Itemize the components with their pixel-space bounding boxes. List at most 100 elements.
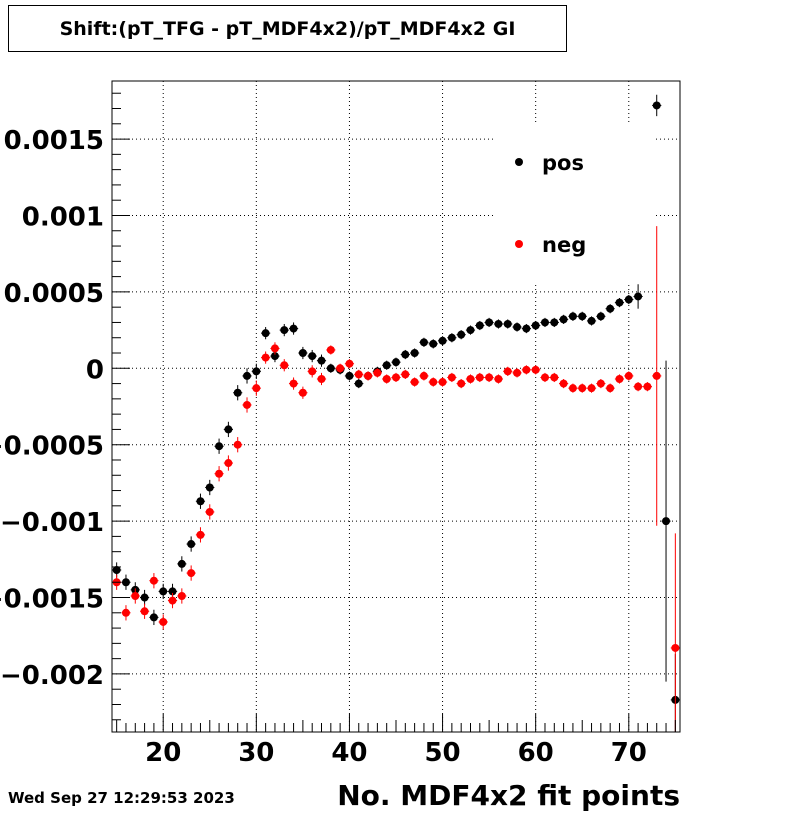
chart-title: Shift:(pT_TFG - pT_MDF4x2)/pT_MDF4x2 GI <box>8 5 567 52</box>
neg-point <box>298 388 307 397</box>
neg-point <box>159 617 168 626</box>
legend-marker-pos <box>515 158 523 166</box>
pos-point <box>112 566 121 575</box>
neg-point <box>382 374 391 383</box>
neg-point <box>410 378 419 387</box>
pos-point <box>485 318 494 327</box>
tick-labels: 20 30 40 50 60 70 0.0015 0.001 0.0005 0 −0.0005 −0.… <box>0 126 647 768</box>
neg-point <box>401 370 410 379</box>
neg-point <box>531 365 540 374</box>
pos-point <box>345 371 354 380</box>
x-tick-label: 50 <box>424 738 460 768</box>
neg-point <box>494 374 503 383</box>
neg-point <box>336 364 345 373</box>
y-tick-label: 0.0015 <box>4 126 104 156</box>
pos-point <box>410 349 419 358</box>
pos-point <box>513 323 522 332</box>
neg-point <box>522 365 531 374</box>
pos-point <box>159 587 168 596</box>
pos-point <box>447 333 456 342</box>
neg-point <box>224 459 233 468</box>
neg-point <box>196 530 205 539</box>
neg-point <box>559 379 568 388</box>
pos-point <box>243 371 252 380</box>
pos-point <box>224 425 233 434</box>
pos-point <box>503 319 512 328</box>
pos-point <box>401 350 410 359</box>
neg-point <box>392 373 400 382</box>
pos-point <box>205 483 214 492</box>
pos-point <box>382 361 391 370</box>
x-axis-title: No. MDF4x2 fit points <box>337 779 680 812</box>
y-tick-label: 0 <box>86 355 104 385</box>
pos-point <box>140 593 149 602</box>
pos-point <box>587 316 596 325</box>
pos-point <box>354 379 363 388</box>
neg-point <box>215 469 224 478</box>
neg-point <box>121 608 130 617</box>
y-tick-label: −0.0005 <box>0 432 104 462</box>
pos-point <box>149 613 158 622</box>
pos-point <box>606 304 615 313</box>
neg-point <box>280 361 289 370</box>
neg-point <box>550 373 559 382</box>
neg-point <box>326 345 335 354</box>
neg-point <box>643 382 652 391</box>
neg-point <box>624 371 633 380</box>
legend-box <box>496 122 656 284</box>
y-tick-label: −0.002 <box>0 661 104 691</box>
neg-point <box>466 374 475 383</box>
neg-point <box>587 384 596 393</box>
pos-point <box>466 326 475 335</box>
pos-point <box>261 329 270 338</box>
pos-point <box>438 336 447 345</box>
neg-point <box>568 384 577 393</box>
neg-point <box>513 368 522 377</box>
pos-point <box>317 356 326 365</box>
legend: pos neg <box>515 151 586 257</box>
pos-point <box>662 517 671 526</box>
neg-point <box>634 382 643 391</box>
neg-point <box>447 373 456 382</box>
pos-point <box>289 324 298 333</box>
neg-point <box>615 374 624 383</box>
date-stamp: Wed Sep 27 12:29:53 2023 <box>8 789 235 807</box>
y-tick-label: 0.001 <box>22 202 104 232</box>
x-tick-label: 20 <box>145 738 181 768</box>
neg-point <box>252 384 261 393</box>
neg-point <box>438 378 447 387</box>
pos-point <box>326 364 335 373</box>
neg-point <box>503 367 512 376</box>
neg-point <box>596 379 605 388</box>
neg-point <box>187 569 196 578</box>
neg-point <box>270 344 279 353</box>
x-tick-label: 60 <box>518 738 554 768</box>
neg-point <box>177 591 186 600</box>
pos-point <box>419 338 428 347</box>
pos-point <box>429 339 438 348</box>
neg-point <box>354 370 363 379</box>
legend-label-neg: neg <box>542 233 586 257</box>
pos-point <box>559 315 568 324</box>
neg-point <box>140 607 149 616</box>
neg-point <box>205 507 214 516</box>
pos-point <box>215 442 224 451</box>
legend-label-pos: pos <box>542 151 584 175</box>
pos-point <box>596 312 605 321</box>
neg-point <box>149 576 158 585</box>
neg-point <box>652 371 661 380</box>
axis-ticks <box>112 92 676 732</box>
neg-point <box>345 359 354 368</box>
pos-point <box>624 295 633 304</box>
pos-point <box>392 358 400 367</box>
y-tick-label: 0.0005 <box>4 279 104 309</box>
pos-point <box>196 497 205 506</box>
pos-point <box>550 318 559 327</box>
pos-point <box>457 330 466 339</box>
x-tick-label: 70 <box>611 738 647 768</box>
pos-point <box>615 298 624 307</box>
pos-point <box>252 367 261 376</box>
pos-point <box>634 292 643 301</box>
pos-point <box>652 101 661 110</box>
